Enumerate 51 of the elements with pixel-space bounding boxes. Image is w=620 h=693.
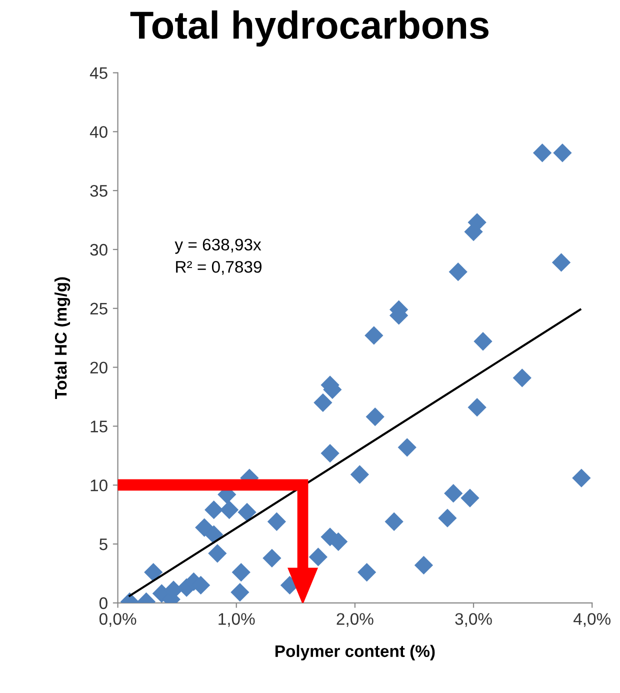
point: [232, 562, 250, 582]
point: [320, 444, 340, 463]
point: [512, 368, 532, 388]
point: [552, 253, 571, 272]
y-axis-title: Total HC (mg/g): [54, 277, 70, 400]
y-tick-label: 10: [90, 480, 108, 492]
x-axis-title: Polymer content (%): [276, 644, 435, 660]
annotation: R² = 0,7839: [176, 260, 262, 275]
y-tick-label: 20: [90, 362, 108, 374]
point: [364, 326, 384, 345]
point: [532, 144, 552, 162]
point: [398, 438, 416, 457]
point: [267, 512, 286, 531]
y-tick-label: 15: [90, 420, 108, 432]
point: [308, 548, 328, 566]
y-tick-label: 45: [90, 67, 108, 79]
point: [438, 508, 457, 528]
point: [474, 332, 492, 351]
x-tick-label: 1,0%: [218, 613, 255, 627]
point: [468, 398, 486, 417]
y-tick-label: 0: [99, 597, 108, 610]
y-tick-label: 35: [90, 184, 108, 197]
point: [414, 556, 434, 575]
point: [448, 262, 468, 282]
point: [350, 465, 370, 484]
point: [444, 484, 463, 503]
y-tick-label: 5: [99, 538, 108, 550]
point: [384, 512, 404, 531]
point: [204, 500, 224, 520]
x-tick-label: 4,0%: [573, 613, 610, 627]
y-tick-label: 40: [90, 126, 108, 138]
point: [204, 525, 224, 544]
point: [572, 468, 591, 488]
point: [553, 144, 572, 162]
x-tick-label: 2,0%: [336, 613, 374, 627]
point: [460, 488, 480, 508]
annotation: y = 638,93x: [174, 238, 262, 254]
chart-title: Total hydrocarbons: [130, 10, 488, 47]
point: [220, 500, 239, 520]
point: [238, 502, 256, 522]
point: [314, 393, 332, 412]
point: [144, 562, 163, 582]
x-tick-label: 0,0%: [99, 613, 136, 627]
y-tick-label: 25: [90, 302, 108, 315]
point: [208, 544, 227, 563]
y-tick-label: 30: [90, 244, 108, 256]
point: [357, 562, 376, 582]
point: [366, 407, 384, 426]
x-tick-label: 3,0%: [455, 613, 492, 627]
point: [230, 582, 250, 602]
point: [262, 548, 282, 568]
